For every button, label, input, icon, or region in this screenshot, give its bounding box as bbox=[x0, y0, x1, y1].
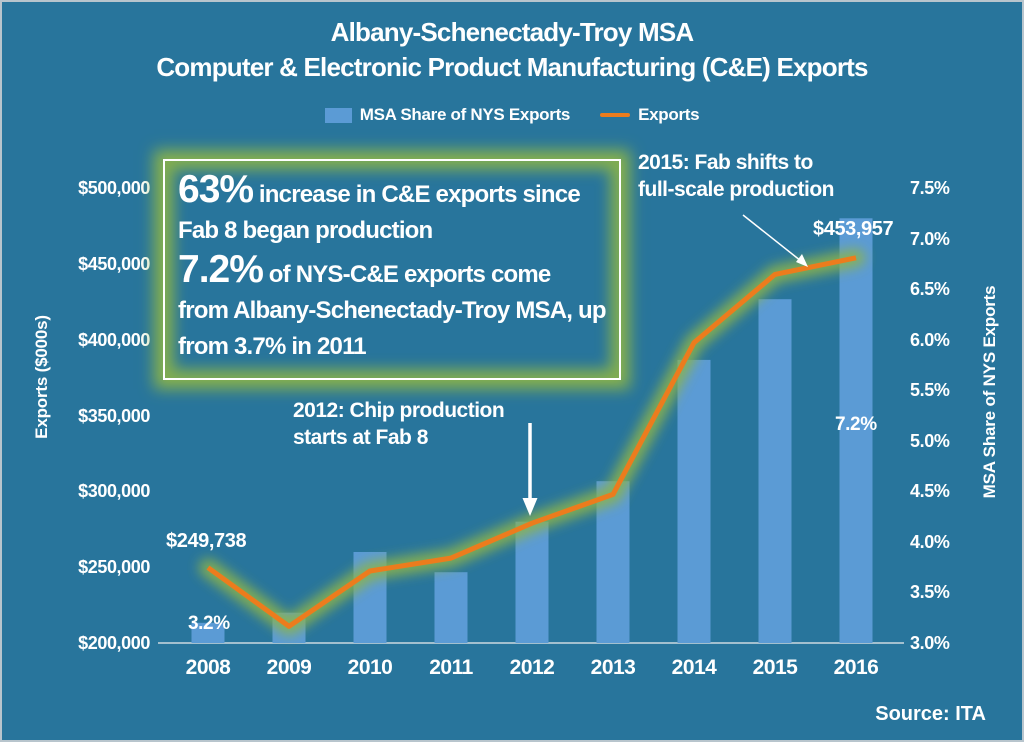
bar-2013 bbox=[596, 481, 630, 643]
data-label-exports-2016: $453,957 bbox=[813, 218, 894, 240]
source-credit: Source: ITA bbox=[875, 703, 986, 725]
x-axis-label-2012: 2012 bbox=[509, 656, 555, 679]
callout-stat-1-text: increase in C&E exports since Fab 8 bega… bbox=[178, 181, 581, 244]
left-axis-tick: $400,000 bbox=[78, 330, 150, 350]
right-axis-tick: 4.5% bbox=[910, 481, 950, 501]
line-swatch-icon bbox=[600, 113, 631, 117]
data-label-exports-2008: $249,738 bbox=[166, 530, 247, 552]
bar-2012 bbox=[515, 521, 549, 643]
x-axis-label-2010: 2010 bbox=[347, 656, 393, 679]
callout-stat-1: 63% increase in C&E exports since Fab 8 … bbox=[178, 169, 606, 249]
bar-2014 bbox=[677, 359, 711, 643]
legend: MSA Share of NYS Exports Exports bbox=[2, 105, 1022, 125]
data-label-share-2008: 3.2% bbox=[188, 613, 230, 634]
right-axis-title: MSA Share of NYS Exports bbox=[980, 285, 999, 499]
callout-stat-2-text: of NYS-C&E exports come from Albany-Sche… bbox=[178, 261, 607, 360]
right-axis-tick: 6.0% bbox=[910, 330, 950, 350]
chart-title-line1: Albany-Schenectady-Troy MSA bbox=[330, 17, 695, 47]
left-axis-tick: $250,000 bbox=[78, 557, 150, 577]
legend-label-exports: Exports bbox=[638, 105, 700, 124]
legend-item-exports: Exports bbox=[600, 105, 700, 125]
left-axis-tick: $350,000 bbox=[78, 406, 150, 426]
right-axis-tick: 6.5% bbox=[910, 279, 950, 299]
x-axis-label-2008: 2008 bbox=[185, 656, 231, 679]
left-axis-tick: $200,000 bbox=[78, 633, 150, 653]
callout-stat-1-value: 63% bbox=[178, 168, 254, 211]
callout-stat-2: 7.2% of NYS-C&E exports come from Albany… bbox=[178, 248, 607, 365]
data-label-share-2016: 7.2% bbox=[835, 414, 877, 435]
left-axis-tick: $300,000 bbox=[78, 481, 150, 501]
left-axis-tick: $450,000 bbox=[78, 254, 150, 274]
chart-title: Albany-Schenectady-Troy MSA Computer & E… bbox=[2, 15, 1022, 85]
x-axis-label-2013: 2013 bbox=[590, 656, 636, 679]
right-axis-tick: 4.0% bbox=[910, 532, 950, 552]
bar-2015 bbox=[758, 299, 792, 643]
bar-2011 bbox=[434, 572, 468, 643]
x-axis-label-2014: 2014 bbox=[671, 656, 717, 679]
callout-stat-2-value: 7.2% bbox=[178, 248, 264, 291]
x-axis-label-2015: 2015 bbox=[752, 656, 798, 679]
bar-2008 bbox=[191, 622, 225, 643]
callout-arrow-2012 bbox=[522, 423, 538, 516]
right-axis-tick: 3.5% bbox=[910, 582, 950, 602]
bar-swatch-icon bbox=[324, 107, 352, 123]
x-axis-label-2009: 2009 bbox=[266, 656, 312, 679]
legend-label-share: MSA Share of NYS Exports bbox=[359, 105, 571, 124]
chart-title-line2: Computer & Electronic Product Manufactur… bbox=[156, 52, 868, 82]
right-axis-tick: 5.0% bbox=[910, 431, 950, 451]
callout-arrow-2015 bbox=[742, 214, 808, 267]
right-axis-tick: 7.0% bbox=[910, 229, 950, 249]
right-axis-tick: 3.0% bbox=[910, 633, 950, 653]
legend-item-share: MSA Share of NYS Exports bbox=[324, 105, 571, 125]
annotation-2015: 2015: Fab shifts to full-scale productio… bbox=[638, 151, 835, 201]
annotation-2012: 2012: Chip production starts at Fab 8 bbox=[293, 399, 505, 449]
right-axis-tick: 7.5% bbox=[910, 178, 950, 198]
x-axis-label-2016: 2016 bbox=[833, 656, 879, 679]
highlight-callout-box: 63% increase in C&E exports since Fab 8 … bbox=[163, 159, 621, 380]
exports-line bbox=[206, 255, 857, 629]
left-axis-tick: $500,000 bbox=[78, 178, 150, 198]
x-axis-label-2011: 2011 bbox=[429, 656, 473, 679]
bar-series bbox=[191, 218, 873, 644]
right-axis-tick: 5.5% bbox=[910, 380, 950, 400]
bar-2016 bbox=[839, 218, 873, 644]
line-series bbox=[199, 248, 865, 636]
